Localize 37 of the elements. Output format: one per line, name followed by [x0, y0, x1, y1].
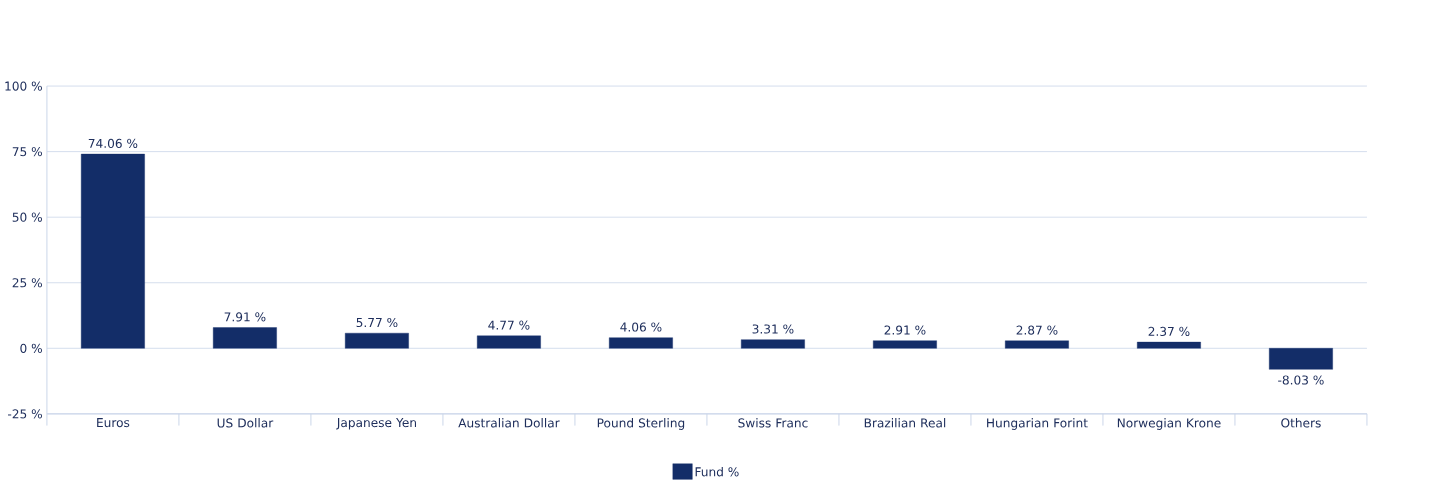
y-tick-label: 0 % — [20, 343, 42, 353]
data-label: 74.06 % — [88, 138, 138, 149]
x-tick-label: Swiss Franc — [738, 418, 808, 428]
x-tick-label: US Dollar — [217, 418, 274, 428]
bar — [609, 337, 673, 349]
y-tick-label: 50 % — [12, 212, 42, 222]
legend-label: Fund % — [695, 467, 739, 477]
bar — [873, 340, 937, 349]
data-label: 7.91 % — [224, 312, 266, 322]
bar — [741, 339, 805, 349]
bar — [81, 153, 145, 349]
x-tick-label: Pound Sterling — [597, 418, 685, 430]
data-label: 4.77 % — [488, 320, 530, 330]
x-tick-label: Hungarian Forint — [987, 418, 1088, 430]
bar — [1005, 340, 1069, 349]
y-tick-label: -25 % — [8, 409, 42, 419]
x-tick-label: Norwegian Krone — [1117, 418, 1221, 430]
data-label: 3.31 % — [752, 324, 794, 334]
x-tick-label: Others — [1281, 418, 1321, 428]
bar — [477, 335, 541, 349]
data-label: 2.91 % — [884, 325, 926, 335]
y-tick-label: 75 % — [12, 147, 42, 157]
data-label: 2.87 % — [1016, 325, 1058, 335]
data-label: 2.37 % — [1148, 326, 1190, 337]
bar — [1137, 341, 1201, 349]
y-tick-label: 100 % — [5, 81, 42, 91]
x-tick-label: Euros — [97, 418, 130, 428]
data-label: 5.77 % — [356, 317, 398, 328]
x-tick-label: Brazilian Real — [864, 418, 946, 428]
data-label: -8.03 % — [1278, 375, 1324, 385]
x-tick-label: Australian Dollar — [458, 418, 560, 428]
data-label: 4.06 % — [620, 322, 662, 332]
x-tick-label: Japanese Yen — [336, 418, 416, 430]
bar — [1269, 348, 1333, 370]
bar — [213, 327, 277, 349]
bar — [345, 333, 409, 349]
y-tick-label: 25 % — [12, 278, 42, 288]
